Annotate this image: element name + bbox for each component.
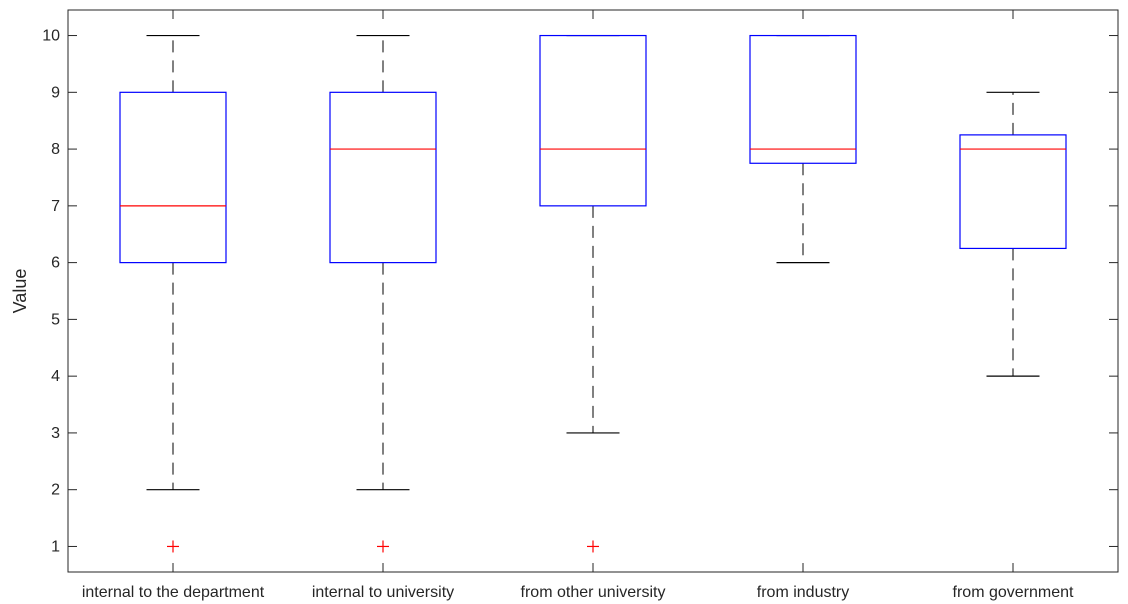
y-tick-label: 9 bbox=[51, 84, 60, 101]
iqr-box bbox=[539, 34, 647, 207]
x-tick-label: from industry bbox=[757, 584, 849, 601]
y-axis-title: Value bbox=[10, 269, 30, 314]
x-tick-label: internal to university bbox=[312, 584, 454, 601]
box-group bbox=[119, 34, 227, 553]
iqr-box bbox=[959, 134, 1067, 250]
box-group bbox=[329, 34, 437, 553]
y-tick-label: 3 bbox=[51, 425, 60, 442]
x-tick-label: from other university bbox=[521, 584, 666, 601]
y-tick-label: 4 bbox=[51, 368, 60, 385]
x-tick-label: internal to the department bbox=[82, 584, 265, 601]
axis-ticks: 1 2 3 4 5 6 7 8 9 10 internal to the department int… bbox=[42, 10, 1118, 601]
y-tick-label: 1 bbox=[51, 538, 60, 555]
iqr-box bbox=[119, 91, 227, 264]
y-tick-label: 5 bbox=[51, 311, 60, 328]
y-tick-label: 2 bbox=[51, 482, 60, 499]
y-tick-label: 6 bbox=[51, 255, 60, 272]
outlier-marker bbox=[377, 540, 389, 553]
y-tick-label: 7 bbox=[51, 198, 60, 215]
outlier-marker bbox=[167, 540, 179, 553]
outlier-marker bbox=[587, 540, 599, 553]
y-tick-label: 8 bbox=[51, 141, 60, 158]
x-tick-label: from government bbox=[953, 584, 1074, 601]
plot-area bbox=[119, 34, 1067, 553]
iqr-box bbox=[329, 91, 437, 264]
box-group bbox=[959, 91, 1067, 377]
box-group bbox=[539, 34, 647, 553]
y-tick-label: 10 bbox=[42, 28, 60, 45]
box-group bbox=[749, 34, 857, 264]
iqr-box bbox=[749, 34, 857, 164]
